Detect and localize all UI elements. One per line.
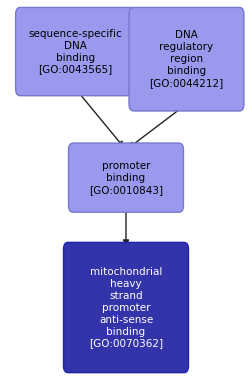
FancyBboxPatch shape (64, 242, 188, 373)
FancyBboxPatch shape (69, 143, 183, 212)
Text: mitochondrial
heavy
strand
promoter
anti-sense
binding
[GO:0070362]: mitochondrial heavy strand promoter anti… (89, 267, 163, 348)
Text: promoter
binding
[GO:0010843]: promoter binding [GO:0010843] (89, 160, 163, 195)
FancyBboxPatch shape (16, 7, 136, 96)
Text: sequence-specific
DNA
binding
[GO:0043565]: sequence-specific DNA binding [GO:004356… (29, 29, 122, 74)
FancyBboxPatch shape (129, 7, 244, 111)
Text: DNA
regulatory
region
binding
[GO:0044212]: DNA regulatory region binding [GO:004421… (149, 30, 224, 88)
